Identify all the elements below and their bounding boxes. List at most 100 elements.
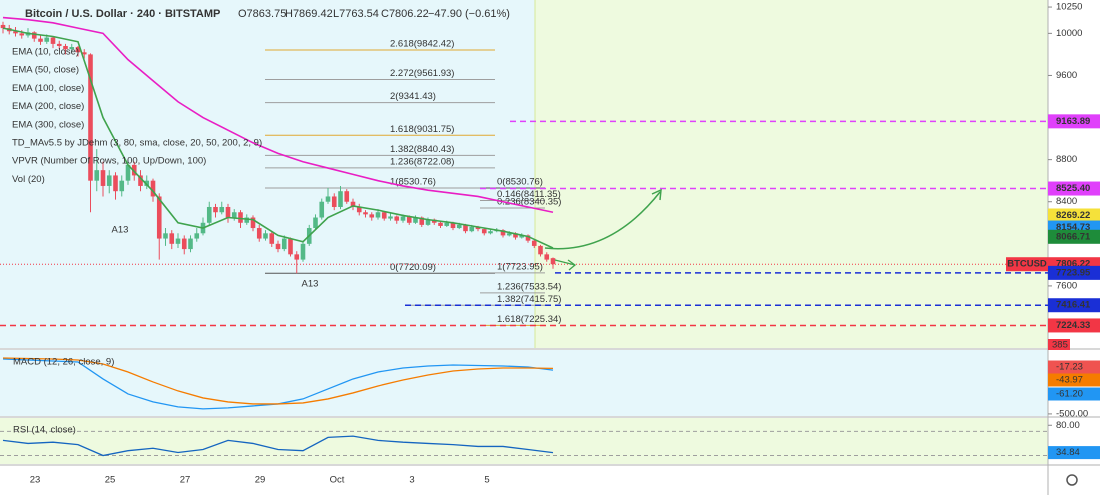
candle-body <box>288 238 293 255</box>
candle-body <box>506 233 512 236</box>
macd-title: MACD (12, 26, close, 9) <box>13 357 114 368</box>
candle-body <box>50 37 56 44</box>
y-tick-label: 8400 <box>1056 196 1077 207</box>
y-tick-label: 7600 <box>1056 280 1077 291</box>
candle-body <box>31 32 37 39</box>
rsi-bg <box>0 418 1048 464</box>
candle-body <box>19 33 25 36</box>
candle-body <box>419 217 425 225</box>
candle-body <box>219 206 225 213</box>
candle-body <box>319 201 325 218</box>
price-box <box>1048 114 1100 129</box>
candle-body <box>456 224 462 229</box>
fib-label: 1.382(7415.75) <box>497 294 561 305</box>
macd-box <box>1048 387 1100 401</box>
candle-body <box>44 37 50 42</box>
fib-label: 0.236(8340.35) <box>497 197 561 208</box>
candle-body <box>550 258 556 265</box>
rsi-box-label: 34.84 <box>1056 447 1080 458</box>
ema-line <box>2 27 554 249</box>
fib-label: 1(7723.95) <box>497 261 543 272</box>
candle-body <box>256 228 262 239</box>
ohlc-value: L7763.54 <box>333 8 379 20</box>
fib-label: 1(8530.76) <box>390 176 436 187</box>
candle-body <box>100 170 106 186</box>
candle-body <box>181 238 187 250</box>
price-box <box>1048 298 1100 313</box>
settings-gear[interactable] <box>1066 474 1078 486</box>
candle-body <box>63 45 68 50</box>
fib-label: 1.236(7533.54) <box>497 281 561 292</box>
symbol-tag <box>1006 257 1048 272</box>
fib-label: 2(9341.43) <box>390 91 436 102</box>
rsi-title: RSI (14, close) <box>13 425 76 436</box>
candle-body <box>69 47 75 50</box>
fib-label: 0(7720.09) <box>390 262 436 273</box>
candle-body <box>513 233 518 238</box>
candle-body <box>375 212 381 218</box>
candle-body <box>156 196 162 239</box>
candle-body <box>450 222 456 229</box>
price-box <box>1048 181 1100 196</box>
price-box-label: 8269.22 <box>1056 210 1090 221</box>
projection-arrow <box>544 191 661 250</box>
candle-body <box>88 54 93 181</box>
candle-body <box>488 231 493 234</box>
price-box <box>1048 318 1100 333</box>
ohlc-value: H7869.42 <box>285 8 333 20</box>
macd-line <box>2 357 554 405</box>
indicator-legend: VPVR (Number Of Rows, 100, Up/Down, 100) <box>12 156 206 167</box>
indicator-legend: EMA (100, close) <box>12 83 84 94</box>
macd-box <box>1048 360 1100 374</box>
candle-body <box>356 206 362 213</box>
candle-body <box>394 216 400 221</box>
indicator-legend: EMA (300, close) <box>12 119 84 130</box>
ohlc-value: −47.90 (−0.61%) <box>428 8 510 20</box>
marks: 2.618(9842.42) 2.272(9561.93) 2(9341.43) 1.… <box>0 2 1100 486</box>
price-box-label: 7224.33 <box>1056 320 1090 331</box>
candle-body <box>500 230 506 236</box>
candle-body <box>475 226 481 230</box>
macd-tick-label: -500.00 <box>1056 408 1088 419</box>
candle-body <box>188 238 193 250</box>
macd-box <box>1048 373 1100 387</box>
candle-body <box>131 164 137 176</box>
price-box <box>1048 265 1100 280</box>
candle-body <box>281 238 287 250</box>
macd-box-label: -43.97 <box>1056 375 1083 386</box>
fib-label: 1.618(7225.34) <box>497 314 561 325</box>
price-box <box>1048 229 1100 244</box>
candle-body <box>213 206 218 213</box>
candle-body <box>169 233 175 244</box>
price-box <box>1048 208 1100 223</box>
candle-body <box>119 180 125 192</box>
candle-body <box>313 217 318 229</box>
candle-body <box>94 170 100 181</box>
small-arrow <box>554 259 577 271</box>
candle-body <box>350 201 356 207</box>
candle-body <box>81 52 87 55</box>
date-label: 29 <box>255 475 266 486</box>
candle-body <box>13 31 18 34</box>
arrow-head <box>651 188 662 201</box>
date-label: 25 <box>105 475 116 486</box>
candle-body <box>519 235 525 238</box>
fib-label: 1.236(8722.08) <box>390 156 454 167</box>
macd-box-label: -17.23 <box>1056 362 1083 373</box>
price-box-label: 8525.40 <box>1056 183 1090 194</box>
candle-body <box>163 233 168 239</box>
candle-body <box>381 212 387 219</box>
candle-body <box>38 38 43 42</box>
candle-body <box>56 43 62 46</box>
candle-body <box>538 245 543 255</box>
candle-body <box>438 222 443 226</box>
fib-label: 0(8530.76) <box>497 176 543 187</box>
indicator-legend: Vol (20) <box>12 174 45 185</box>
candle-body <box>331 196 337 207</box>
candle-body <box>138 175 143 186</box>
date-label: 3 <box>409 475 414 486</box>
fib-label: 2.272(9561.93) <box>390 68 454 79</box>
volume-label: 385 <box>1052 340 1068 351</box>
candle-body <box>363 212 368 215</box>
